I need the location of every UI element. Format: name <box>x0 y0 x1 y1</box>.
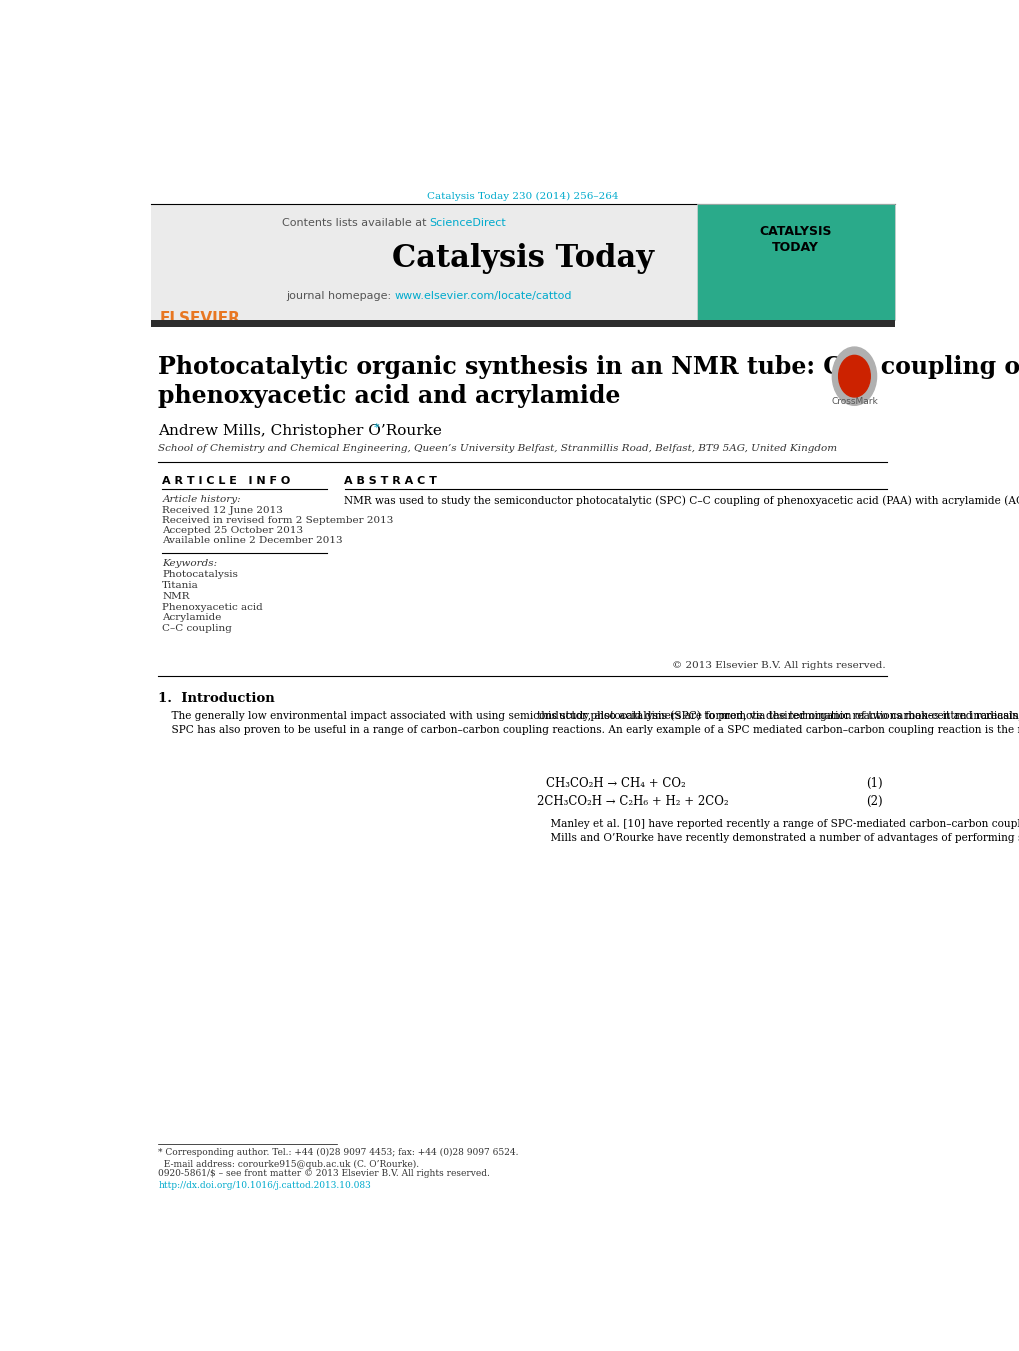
Text: Andrew Mills, Christopher O’Rourke: Andrew Mills, Christopher O’Rourke <box>158 424 442 438</box>
Text: 2CH₃CO₂H → C₂H₆ + H₂ + 2CO₂: 2CH₃CO₂H → C₂H₆ + H₂ + 2CO₂ <box>536 794 728 808</box>
Text: * Corresponding author. Tel.: +44 (0)28 9097 4453; fax: +44 (0)28 9097 6524.
  E: * Corresponding author. Tel.: +44 (0)28 … <box>158 1148 519 1169</box>
Text: Catalysis Today: Catalysis Today <box>391 243 653 274</box>
Text: Titania: Titania <box>162 581 199 590</box>
Text: NMR was used to study the semiconductor photocatalytic (SPC) C–C coupling of phe: NMR was used to study the semiconductor … <box>344 494 1019 505</box>
Text: 1.  Introduction: 1. Introduction <box>158 692 275 705</box>
Text: CATALYSIS
TODAY: CATALYSIS TODAY <box>758 224 830 254</box>
Text: Accepted 25 October 2013: Accepted 25 October 2013 <box>162 527 304 535</box>
Text: Photocatalytic organic synthesis in an NMR tube: C–C coupling of
phenoxyacetic a: Photocatalytic organic synthesis in an N… <box>158 354 1019 408</box>
Text: journal homepage:: journal homepage: <box>286 292 394 301</box>
Circle shape <box>838 355 869 397</box>
Text: (2): (2) <box>866 794 882 808</box>
Bar <box>696 204 894 320</box>
Text: School of Chemistry and Chemical Engineering, Queen’s University Belfast, Stranm: School of Chemistry and Chemical Enginee… <box>158 444 837 453</box>
Text: Keywords:: Keywords: <box>162 559 217 569</box>
Text: A R T I C L E   I N F O: A R T I C L E I N F O <box>162 477 290 486</box>
Text: Received 12 June 2013: Received 12 June 2013 <box>162 507 283 515</box>
Text: Manley et al. [10] have reported recently a range of SPC-mediated carbon–carbon : Manley et al. [10] have reported recentl… <box>536 819 1019 843</box>
Text: http://dx.doi.org/10.1016/j.cattod.2013.10.083: http://dx.doi.org/10.1016/j.cattod.2013.… <box>158 1181 371 1190</box>
Text: A B S T R A C T: A B S T R A C T <box>344 477 437 486</box>
Text: The generally low environmental impact associated with using semiconductor photo: The generally low environmental impact a… <box>158 711 1019 735</box>
Bar <box>151 320 894 327</box>
Text: © 2013 Elsevier B.V. All rights reserved.: © 2013 Elsevier B.V. All rights reserved… <box>672 661 884 670</box>
Text: NMR: NMR <box>162 592 190 601</box>
Text: this study, also acid dimers are formed, via the termination of two carbon-centr: this study, also acid dimers are formed,… <box>536 711 1019 721</box>
Bar <box>248 204 696 320</box>
Text: Phenoxyacetic acid: Phenoxyacetic acid <box>162 603 263 612</box>
Text: Available online 2 December 2013: Available online 2 December 2013 <box>162 536 342 546</box>
Text: ELSEVIER: ELSEVIER <box>159 311 239 326</box>
Bar <box>151 204 248 320</box>
Text: CH₃CO₂H → CH₄ + CO₂: CH₃CO₂H → CH₄ + CO₂ <box>545 777 685 789</box>
Text: Contents lists available at: Contents lists available at <box>281 218 429 227</box>
Text: C–C coupling: C–C coupling <box>162 624 232 634</box>
Text: Catalysis Today 230 (2014) 256–264: Catalysis Today 230 (2014) 256–264 <box>427 192 618 200</box>
Circle shape <box>832 347 875 405</box>
Text: ScienceDirect: ScienceDirect <box>429 218 506 227</box>
Text: *: * <box>374 423 379 432</box>
Text: www.elsevier.com/locate/cattod: www.elsevier.com/locate/cattod <box>394 292 572 301</box>
Text: Acrylamide: Acrylamide <box>162 613 221 623</box>
Text: Received in revised form 2 September 2013: Received in revised form 2 September 201… <box>162 516 393 526</box>
Text: Photocatalysis: Photocatalysis <box>162 570 238 580</box>
Text: (1): (1) <box>866 777 882 789</box>
Text: Article history:: Article history: <box>162 494 240 504</box>
Text: CrossMark: CrossMark <box>830 397 877 405</box>
Text: 0920-5861/$ – see front matter © 2013 Elsevier B.V. All rights reserved.: 0920-5861/$ – see front matter © 2013 El… <box>158 1169 490 1178</box>
